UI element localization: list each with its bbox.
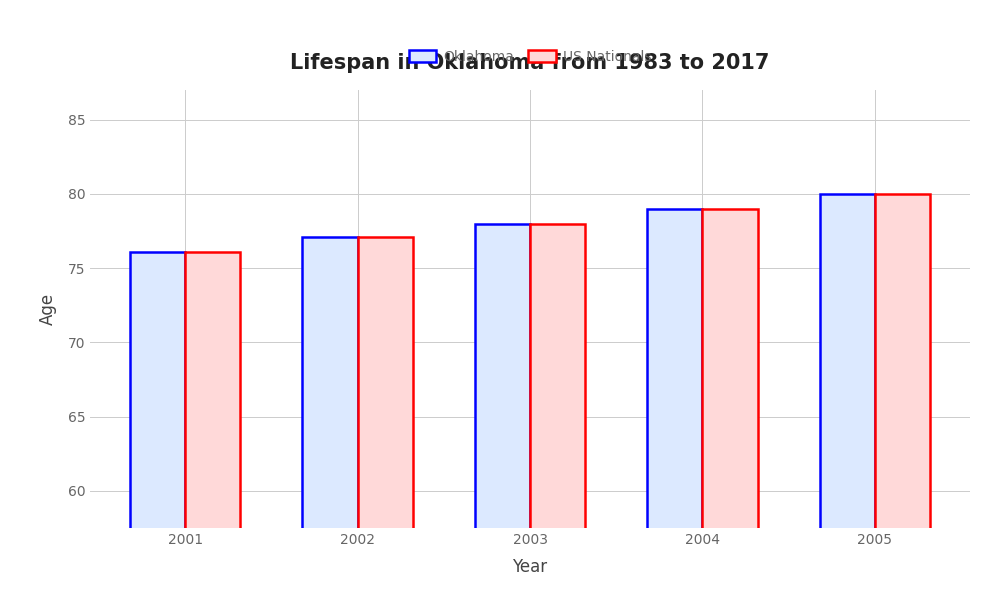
Bar <box>475 224 530 600</box>
Bar <box>130 252 185 600</box>
Y-axis label: Age: Age <box>38 293 56 325</box>
Title: Lifespan in Oklahoma from 1983 to 2017: Lifespan in Oklahoma from 1983 to 2017 <box>290 53 770 73</box>
Bar <box>875 194 930 600</box>
Bar <box>185 252 240 600</box>
Bar <box>358 237 413 600</box>
Bar <box>820 194 875 600</box>
Bar <box>302 237 358 600</box>
Bar <box>647 209 702 600</box>
Bar <box>702 209 758 600</box>
Legend: Oklahoma, US Nationals: Oklahoma, US Nationals <box>403 44 657 70</box>
Bar <box>530 224 585 600</box>
X-axis label: Year: Year <box>512 558 548 576</box>
